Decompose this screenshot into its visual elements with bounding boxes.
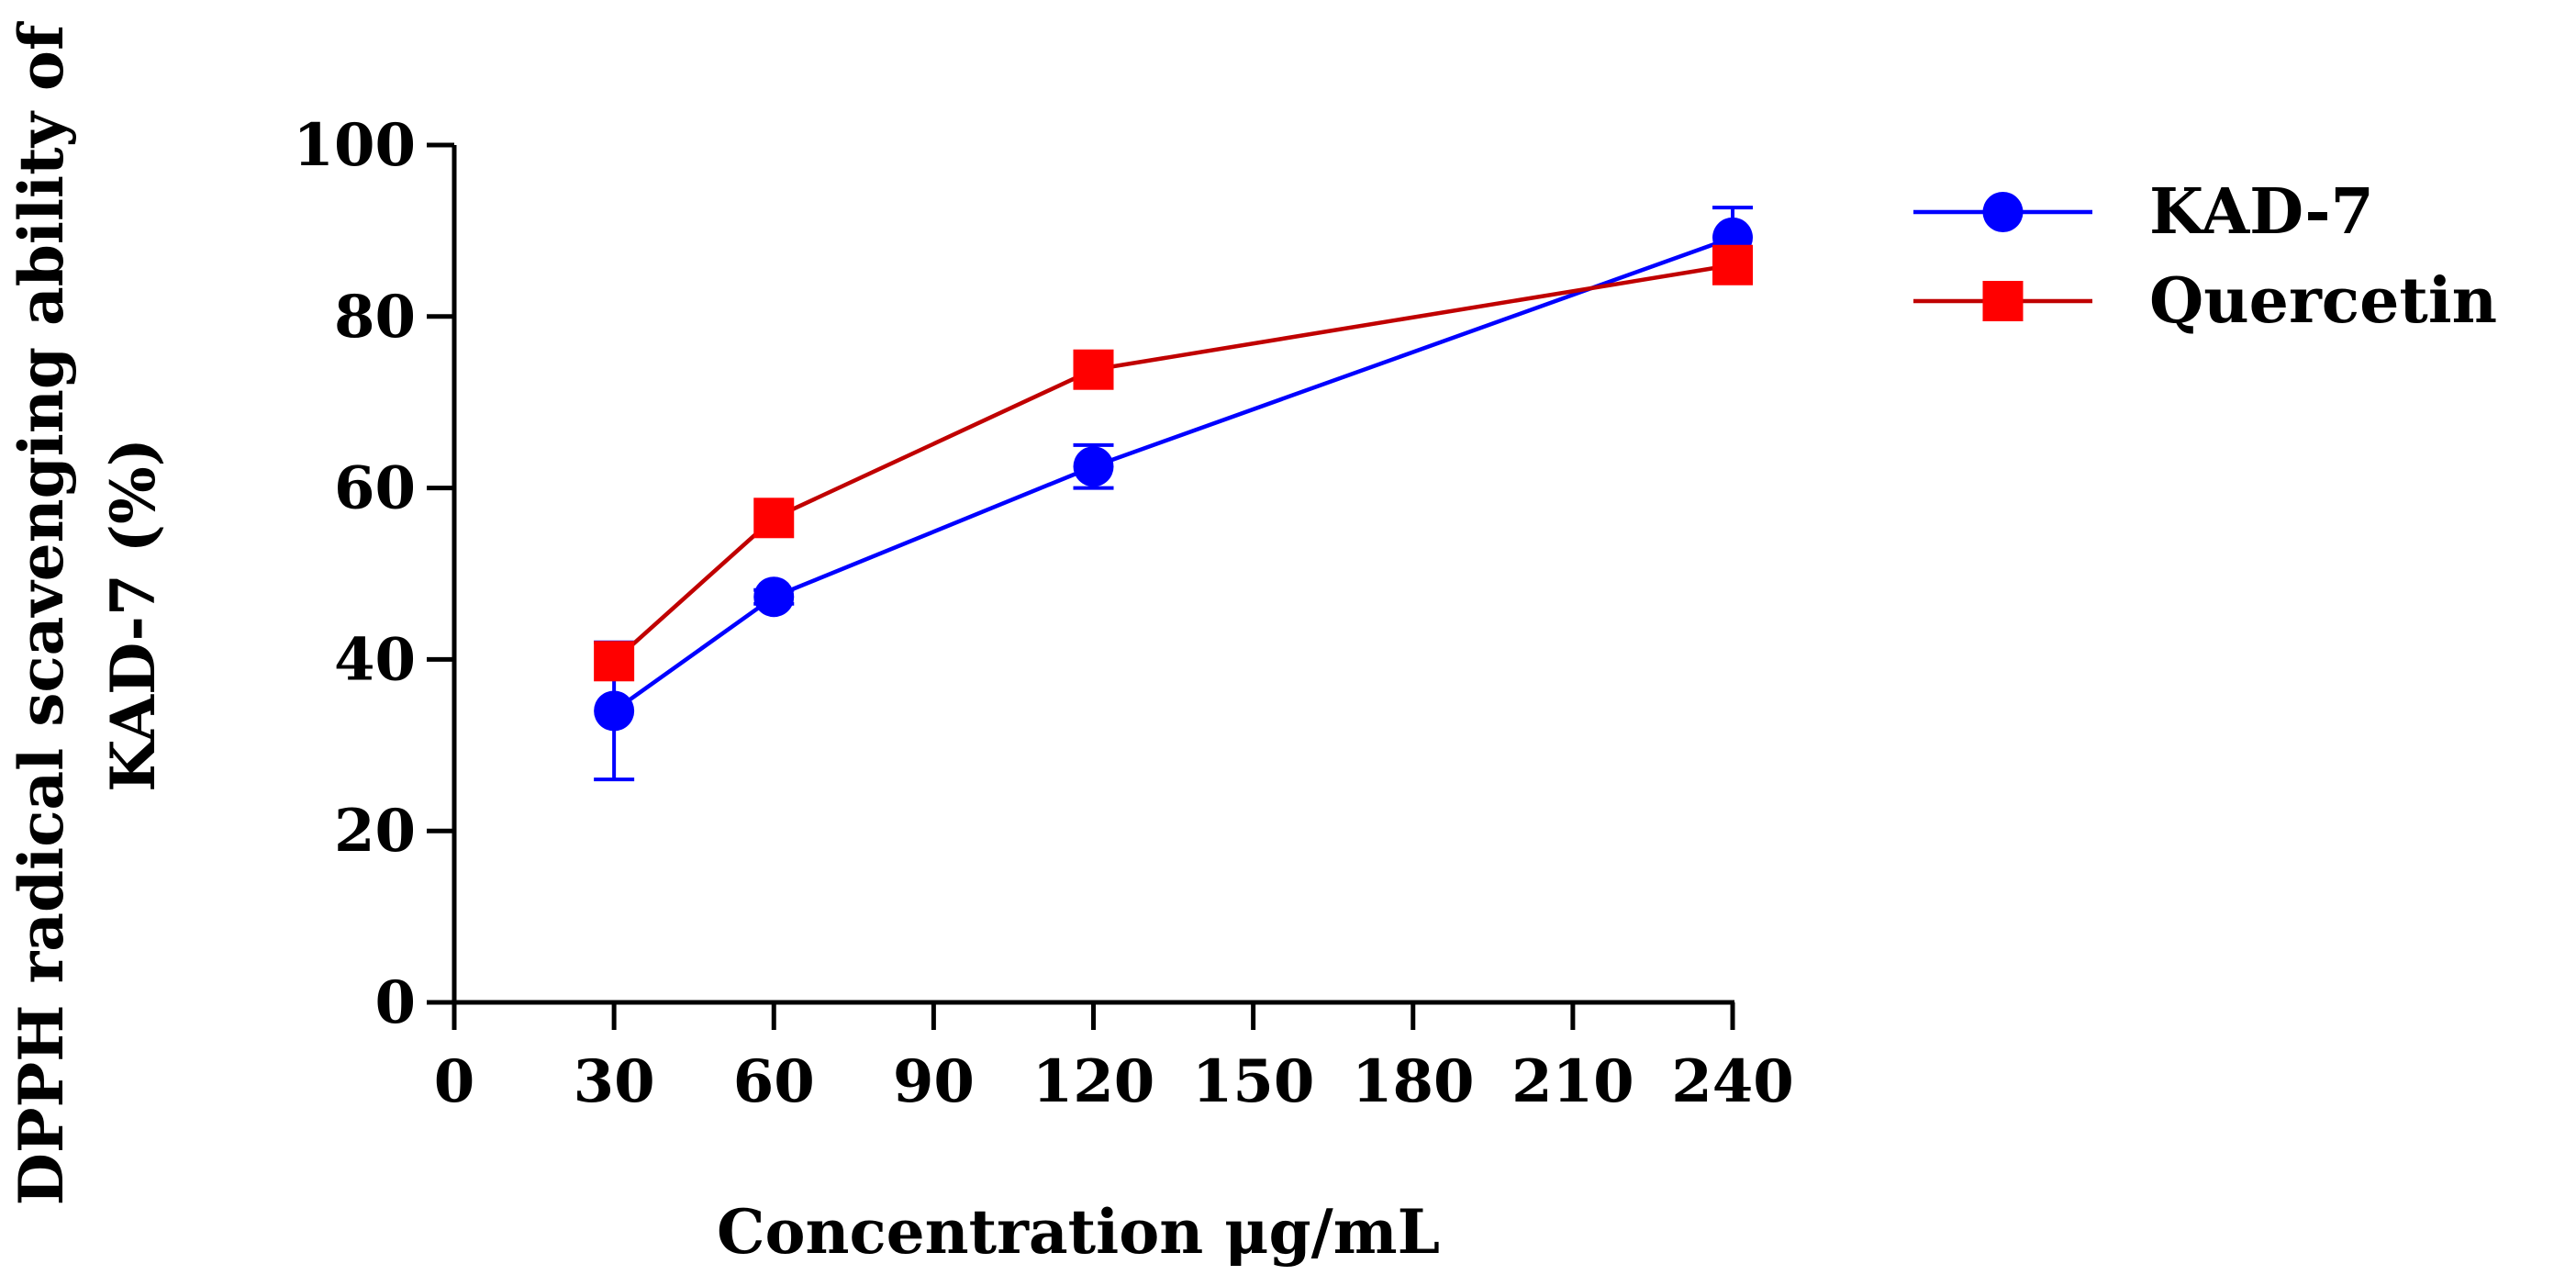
y-tick-label: 60: [334, 454, 416, 523]
legend-item-kad-7: KAD-7: [1913, 175, 2374, 249]
y-tick-label: 40: [334, 625, 416, 694]
series-quercetin: [594, 244, 1753, 682]
data-point: [753, 498, 795, 539]
legend-marker: [1982, 192, 2024, 232]
y-axis-label-line2: KAD-7 (%): [97, 438, 169, 792]
x-tick-label: 0: [434, 1047, 475, 1116]
x-tick-label: 150: [1192, 1047, 1315, 1116]
legend-label: Quercetin: [2149, 264, 2497, 338]
data-point: [1712, 244, 1753, 285]
legend-item-quercetin: Quercetin: [1913, 264, 2497, 338]
data-point: [594, 690, 635, 732]
y-tick-label: 80: [334, 283, 416, 352]
legend: KAD-7 Quercetin: [1913, 175, 2497, 338]
data-point: [1073, 446, 1114, 487]
x-tick-label: 210: [1511, 1047, 1634, 1116]
x-tick-label: 180: [1352, 1047, 1475, 1116]
data-point: [753, 576, 795, 618]
x-tick-label: 30: [574, 1047, 655, 1116]
x-tick-label: 60: [733, 1047, 815, 1116]
legend-marker: [1982, 281, 2024, 321]
y-axis-label-line1: DPPH radical scavenging ability of: [6, 21, 77, 1205]
series-line: [612, 263, 1734, 663]
y-tick-label: 100: [293, 111, 416, 180]
legend-label: KAD-7: [2149, 175, 2374, 249]
x-tick-label: 240: [1671, 1047, 1794, 1116]
x-tick-label: 90: [893, 1047, 975, 1116]
y-tick-label: 20: [334, 797, 416, 866]
series-kad-7: [594, 206, 1753, 782]
axes: 0 20 40 60 80 100 0 30 60 90 120 150 180 210 240: [293, 111, 1793, 1116]
y-axis-label: DPPH radical scavenging ability of KAD-7…: [6, 21, 169, 1205]
data-point: [1073, 349, 1114, 390]
x-tick-label: 120: [1032, 1047, 1155, 1116]
data-point: [594, 641, 635, 682]
y-tick-label: 0: [374, 968, 416, 1037]
plot-area: [594, 206, 1753, 782]
series-line: [612, 235, 1734, 713]
x-axis-label: Concentration μg/mL: [717, 1196, 1440, 1268]
